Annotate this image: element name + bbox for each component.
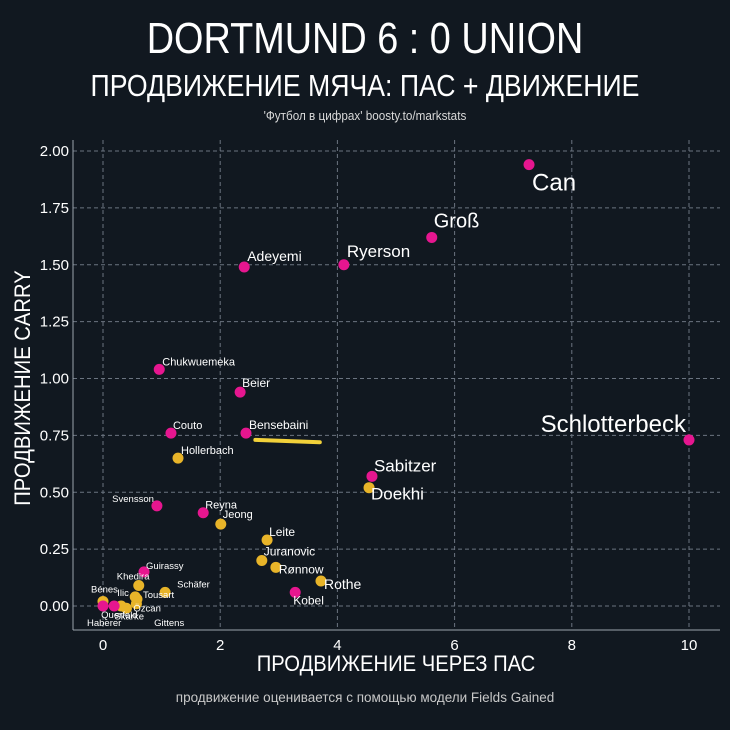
y-tick-label: 1.00 [40,371,69,388]
point-label: Bensebaini [249,418,308,432]
points [97,159,695,614]
point-label: Sabitzer [374,456,437,475]
point-label: Reyna [205,500,238,512]
point-label: Beier [242,376,270,390]
data-point-dortmund [366,470,378,482]
annotations [253,437,322,445]
point-label: Rothe [324,576,362,592]
point-label: Hollerbach [181,445,234,457]
point-label: Leite [269,525,295,539]
y-tick-label: 0.00 [40,598,69,615]
point-label: Schlotterbeck [541,411,687,438]
y-tick-label: 1.50 [40,257,69,274]
point-label: Doekhi [371,485,424,504]
point-label: Rønnow [279,562,324,576]
point-label: Querfeld [101,610,137,621]
chart-subtitle: ПРОДВИЖЕНИЕ МЯЧА: ПАС + ДВИЖЕНИЕ [90,68,640,103]
axes: 0 2 4 6 8 10 0.00 0.25 0.50 0.75 1.00 1.25 1.50 1.75 2… [40,140,720,654]
point-label: Ryerson [347,242,410,261]
x-tick-label: 8 [568,637,576,654]
x-tick-label: 0 [99,637,107,654]
x-tick-label: 4 [333,637,341,654]
data-point-dortmund [426,231,438,243]
data-point-union [215,518,227,530]
y-tick-label: 0.25 [40,541,69,558]
data-point-dortmund [97,600,109,612]
x-axis-label: ПРОДВИЖЕНИЕ ЧЕРЕЗ ПАС [257,652,536,676]
x-tick-label: 10 [681,637,698,654]
y-tick-label: 1.75 [40,200,69,217]
data-point-union [120,602,132,614]
point-label: Özcan [133,604,160,615]
data-point-union [133,580,145,592]
point-label: Adeyemi [247,248,301,264]
data-point-dortmund [523,159,535,171]
data-point-dortmund [683,434,695,446]
data-point-dortmund [289,586,301,598]
data-point-dortmund [197,507,209,519]
y-tick-label: 0.75 [40,427,69,444]
data-point-union [270,561,282,573]
data-point-dortmund [338,259,350,271]
point-label: Can [532,170,576,197]
point-label: Chukwuemeka [162,356,236,368]
data-point-dortmund [238,261,250,273]
y-tick-label: 2.00 [40,143,69,160]
grid [73,140,720,630]
point-label: Svensson [112,494,154,505]
x-tick-label: 2 [216,637,224,654]
y-axis-label: ПРОДВИЖЕНИЕ CARRY [11,270,35,505]
point-label: Bénes [91,584,118,595]
chart-title: DORTMUND 6 : 0 UNION [146,14,584,63]
data-point-union [130,598,142,610]
y-tick-label: 1.25 [40,314,69,331]
data-point-union [315,575,327,587]
data-point-dortmund [240,427,252,439]
data-point-dortmund [165,427,177,439]
data-point-union [172,452,184,464]
data-point-dortmund [234,386,246,398]
highlight-line [253,437,322,445]
data-point-union [363,482,375,494]
data-point-dortmund [108,600,120,612]
point-label: Couto [173,420,202,432]
data-point-dortmund [151,500,163,512]
footer-note: продвижение оценивается с помощью модели… [175,690,555,705]
point-label: Tousart [143,590,175,601]
x-tick-label: 6 [450,637,458,654]
data-point-dortmund [153,363,165,375]
point-label: Juranovic [264,545,315,559]
data-point-union [261,534,273,546]
point-labels: Can Groß Ryerson Adeyemi Schlotterbeck Chukwu… [87,170,687,629]
data-point-dortmund [138,566,150,578]
point-label: Gittens [154,618,184,629]
point-label: Groß [434,210,480,232]
point-label: Guirassy [146,561,184,572]
point-label: Khedira [117,572,150,583]
data-point-union [256,555,268,566]
y-tick-label: 0.50 [40,484,69,501]
point-label: Jeong [223,509,253,521]
point-label: Schäfer [177,579,210,590]
credit-text: 'Футбол в цифрах' boosty.to/markstats [263,108,467,123]
data-point-union [159,586,171,598]
point-label: Skarke [114,611,144,622]
point-label: Kobel [293,593,324,607]
point-label: Haberer [87,618,121,629]
point-label: Ilic [117,588,129,599]
